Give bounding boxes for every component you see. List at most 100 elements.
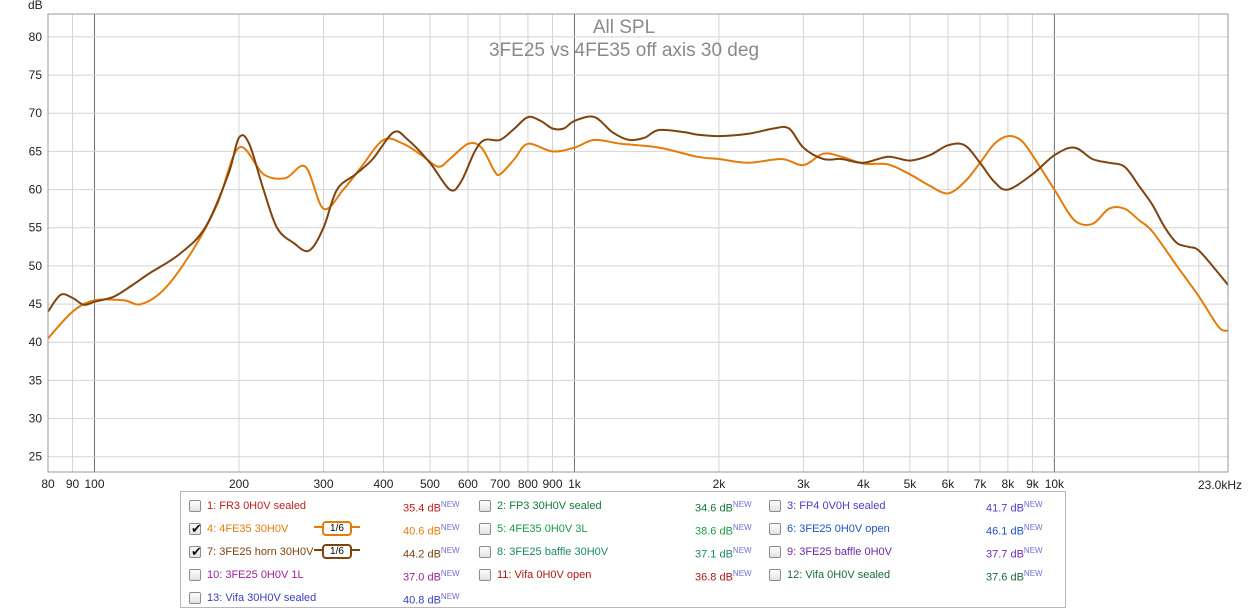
y-tick-label: 80 xyxy=(29,30,43,44)
legend-label[interactable]: 9: 3FE25 baffle 0H0V xyxy=(787,546,892,558)
legend-label[interactable]: 5: 4FE35 0H0V 3L xyxy=(497,523,588,535)
legend-checkbox[interactable] xyxy=(769,546,781,558)
x-tick-label: 800 xyxy=(518,477,538,490)
legend-value: 40.8 dBNEW xyxy=(403,592,460,607)
legend-label[interactable]: 4: 4FE35 30H0V xyxy=(207,523,289,535)
y-tick-label: 35 xyxy=(29,373,43,387)
legend-value-text: 37.1 dB xyxy=(695,548,733,561)
legend-value: 38.6 dBNEW xyxy=(695,523,752,538)
legend-new-tag: NEW xyxy=(440,523,460,532)
y-tick-label: 60 xyxy=(29,183,43,197)
x-tick-label: 10k xyxy=(1045,477,1065,490)
y-tick-label: 75 xyxy=(29,68,43,82)
legend-label[interactable]: 3: FP4 0V0H sealed xyxy=(787,500,886,512)
y-tick-label: 30 xyxy=(29,412,43,426)
x-tick-label: 4k xyxy=(857,477,871,490)
legend-label[interactable]: 12: Vifa 0H0V sealed xyxy=(787,569,891,581)
legend-value: 37.0 dBNEW xyxy=(403,569,460,584)
x-tick-label: 1k xyxy=(568,477,582,490)
legend-label[interactable]: 7: 3FE25 horn 30H0V xyxy=(207,546,314,558)
legend-checkbox[interactable]: ✔ xyxy=(189,544,202,559)
legend-value-text: 44.2 dB xyxy=(403,548,441,561)
legend-checkbox[interactable] xyxy=(479,523,491,535)
x-tick-label: 9k xyxy=(1026,477,1040,490)
legend-value-text: 34.6 dB xyxy=(695,502,733,515)
checkmark-icon: ✔ xyxy=(191,521,202,536)
legend-new-tag: NEW xyxy=(1023,546,1043,555)
legend-checkbox[interactable] xyxy=(189,500,201,512)
legend-label[interactable]: 8: 3FE25 baffle 30H0V xyxy=(497,546,609,558)
y-tick-label: 65 xyxy=(29,144,43,158)
legend-new-tag: NEW xyxy=(1023,523,1043,532)
legend-checkbox[interactable] xyxy=(479,546,491,558)
legend-value: 40.6 dBNEW xyxy=(403,523,460,538)
legend-value-text: 37.0 dB xyxy=(403,571,441,584)
x-tick-label: 100 xyxy=(84,477,104,490)
legend-value: 44.2 dBNEW xyxy=(403,546,460,561)
legend-checkbox[interactable] xyxy=(769,500,781,512)
legend-item: ✔ 4: 4FE35 30H0V 1/6 40.6 dBNEW xyxy=(189,519,473,541)
x-tick-label: 300 xyxy=(313,477,333,490)
legend-item: ✔ 7: 3FE25 horn 30H0V 1/6 44.2 dBNEW xyxy=(189,542,473,564)
legend-new-tag: NEW xyxy=(732,546,752,555)
legend-new-tag: NEW xyxy=(440,500,460,509)
legend-new-tag: NEW xyxy=(440,592,460,601)
legend-value: 35.4 dBNEW xyxy=(403,500,460,515)
x-tick-label: 90 xyxy=(66,477,80,490)
x-tick-label: 900 xyxy=(542,477,562,490)
legend-value-text: 35.4 dB xyxy=(403,502,441,515)
measurement-legend: 1: FR3 0H0V sealed 35.4 dBNEW 2: FP3 30H0V… xyxy=(180,491,1066,608)
legend-value: 37.6 dBNEW xyxy=(986,569,1043,584)
legend-checkbox[interactable] xyxy=(479,569,491,581)
legend-item: 12: Vifa 0H0V sealed 37.6 dBNEW xyxy=(769,565,1056,587)
legend-checkbox[interactable] xyxy=(189,592,201,604)
legend-label[interactable]: 6: 3FE25 0H0V open xyxy=(787,523,890,535)
smoothing-badge[interactable]: 1/6 xyxy=(322,521,352,536)
legend-item: 1: FR3 0H0V sealed 35.4 dBNEW xyxy=(189,496,473,518)
x-tick-label: 500 xyxy=(420,477,440,490)
chart-series xyxy=(47,115,1229,340)
legend-label[interactable]: 11: Vifa 0H0V open xyxy=(497,569,592,581)
legend-value-text: 40.8 dB xyxy=(403,594,441,607)
x-tick-label: 2k xyxy=(713,477,727,490)
chart-subtitle: 3FE25 vs 4FE35 off axis 30 deg xyxy=(489,40,759,61)
legend-label[interactable]: 2: FP3 30H0V sealed xyxy=(497,500,602,512)
legend-value: 46.1 dBNEW xyxy=(986,523,1043,538)
legend-value-text: 37.6 dB xyxy=(986,571,1024,584)
legend-item: 3: FP4 0V0H sealed 41.7 dBNEW xyxy=(769,496,1056,518)
legend-checkbox[interactable]: ✔ xyxy=(189,521,202,536)
series-line-2 xyxy=(47,115,1229,313)
legend-item: 10: 3FE25 0H0V 1L 37.0 dBNEW xyxy=(189,565,473,587)
legend-checkbox[interactable] xyxy=(769,569,781,581)
legend-value: 37.7 dBNEW xyxy=(986,546,1043,561)
x-tick-label: 400 xyxy=(373,477,393,490)
chart-title: All SPL xyxy=(593,17,655,38)
x-tick-label: 200 xyxy=(229,477,249,490)
legend-item: 2: FP3 30H0V sealed 34.6 dBNEW xyxy=(479,496,765,518)
legend-value: 34.6 dBNEW xyxy=(695,500,752,515)
legend-value: 41.7 dBNEW xyxy=(986,500,1043,515)
legend-new-tag: NEW xyxy=(1023,569,1043,578)
legend-label[interactable]: 13: Vifa 30H0V sealed xyxy=(207,592,317,604)
x-tick-label: 80 xyxy=(41,477,55,490)
legend-label[interactable]: 1: FR3 0H0V sealed xyxy=(207,500,307,512)
legend-label[interactable]: 10: 3FE25 0H0V 1L xyxy=(207,569,304,581)
legend-item: 6: 3FE25 0H0V open 46.1 dBNEW xyxy=(769,519,1056,541)
y-tick-label: 50 xyxy=(29,259,43,273)
legend-checkbox[interactable] xyxy=(189,569,201,581)
x-axis-unit: 23.0kHz xyxy=(1198,478,1242,490)
y-tick-label: 55 xyxy=(29,221,43,235)
legend-new-tag: NEW xyxy=(732,523,752,532)
x-tick-label: 6k xyxy=(942,477,956,490)
smoothing-badge[interactable]: 1/6 xyxy=(322,544,352,559)
legend-checkbox[interactable] xyxy=(769,523,781,535)
legend-value-text: 36.8 dB xyxy=(695,571,733,584)
smoothing-line-left xyxy=(314,549,322,551)
legend-value: 37.1 dBNEW xyxy=(695,546,752,561)
legend-new-tag: NEW xyxy=(732,500,752,509)
y-tick-label: 45 xyxy=(29,297,43,311)
legend-item: 13: Vifa 30H0V sealed 40.8 dBNEW xyxy=(189,588,473,610)
y-tick-label: 25 xyxy=(29,450,43,464)
legend-checkbox[interactable] xyxy=(479,500,491,512)
x-tick-labels: 80 90 100 200 300 400 500 600 700 800 900 1k 2k 3k 4k 5… xyxy=(41,477,1065,490)
